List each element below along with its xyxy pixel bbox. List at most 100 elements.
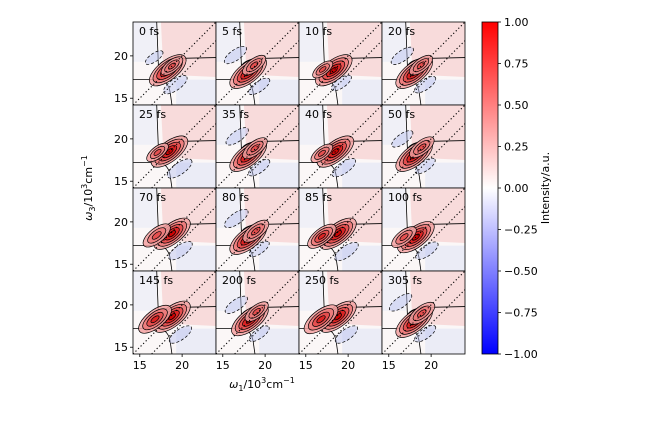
- negative-contour: [331, 158, 357, 178]
- panel: 305 fs: [381, 270, 466, 355]
- peak-contour: [252, 308, 261, 316]
- colorbar-label: Intensity/a.u.: [539, 152, 552, 224]
- diagonal-line: [133, 22, 216, 105]
- negative-contour: [248, 77, 271, 95]
- diagonal-line: [133, 271, 216, 354]
- negative-contour: [224, 295, 248, 314]
- x-tick-label: 20: [424, 359, 438, 372]
- peak-contour: [333, 230, 342, 238]
- diagonal-line: [382, 271, 465, 354]
- negative-wash: [259, 328, 299, 354]
- diagonal-line: [317, 289, 382, 354]
- negative-contour: [168, 325, 193, 344]
- peak-contour: [316, 315, 326, 324]
- negative-wash: [342, 245, 382, 271]
- negative-wash: [342, 162, 382, 188]
- negative-wash: [382, 188, 406, 228]
- panel: 25 fs: [132, 104, 217, 189]
- panel-time-label: 10 fs: [305, 25, 332, 38]
- diagonal-line: [299, 188, 382, 271]
- negative-wash: [259, 162, 299, 188]
- panel-time-label: 85 fs: [305, 191, 332, 204]
- peak-contour: [399, 233, 409, 241]
- negative-contour: [415, 241, 439, 260]
- negative-wash: [259, 79, 299, 105]
- negative-wash: [216, 22, 240, 62]
- x-tick-label: 20: [175, 359, 189, 372]
- negative-contour: [389, 293, 413, 312]
- panel-grid: 0 fs 5 fs 10 fs 20 fs 25 fs 35 fs 40 fs 50 fs 70…: [132, 21, 466, 355]
- negative-wash: [299, 188, 323, 228]
- panel: 85 fs: [298, 187, 383, 272]
- axes-ticks: 15 20 15 20 15 20 15 20 15 20 15 20 15 20 15 20: [114, 50, 438, 372]
- panel: 200 fs: [215, 270, 300, 355]
- diagonal-line: [216, 22, 299, 105]
- negative-wash: [299, 271, 323, 311]
- diagonal-line: [382, 22, 465, 105]
- negative-contour: [248, 159, 271, 177]
- panel: 70 fs: [132, 187, 217, 272]
- negative-contour: [144, 50, 164, 65]
- panel: 20 fs: [381, 21, 466, 106]
- x-tick-label: 15: [382, 359, 396, 372]
- negative-wash: [299, 22, 323, 62]
- panel-time-label: 305 fs: [388, 274, 422, 287]
- panel: 100 fs: [381, 187, 466, 272]
- panel: 80 fs: [215, 187, 300, 272]
- diagonal-line: [400, 123, 465, 188]
- peak-contour: [167, 230, 176, 238]
- negative-contour: [414, 76, 437, 94]
- negative-wash: [216, 105, 240, 145]
- panel-time-label: 80 fs: [222, 191, 249, 204]
- negative-wash: [425, 162, 465, 188]
- negative-contour: [414, 325, 437, 343]
- negative-wash: [259, 245, 299, 271]
- y-tick-label: 20: [114, 299, 128, 312]
- negative-wash: [216, 271, 240, 311]
- negative-wash: [133, 271, 157, 311]
- negative-wash: [176, 328, 216, 354]
- negative-contour: [168, 241, 193, 261]
- colorbar-tick-label: −1.00: [504, 348, 538, 361]
- diagonal-line: [133, 105, 216, 188]
- y-tick-label: 20: [114, 216, 128, 229]
- panel-time-label: 100 fs: [388, 191, 422, 204]
- y-tick-label: 20: [114, 133, 128, 146]
- peak-contour: [251, 227, 261, 236]
- x-tick-label: 20: [341, 359, 355, 372]
- colorbar: [481, 21, 499, 355]
- y-tick-label: 15: [114, 258, 128, 271]
- negative-wash: [382, 22, 406, 62]
- colorbar-tick-label: −0.50: [504, 265, 538, 278]
- peak-contour: [319, 66, 327, 73]
- colorbar-tick-label: −0.25: [504, 224, 538, 237]
- panel-time-label: 35 fs: [222, 108, 249, 121]
- panel-time-label: 200 fs: [222, 274, 256, 287]
- y-axis-label: ω3/103cm−1: [80, 155, 97, 221]
- negative-contour: [224, 208, 249, 229]
- y-tick-label: 20: [114, 50, 128, 63]
- negative-wash: [342, 328, 382, 354]
- negative-wash: [382, 105, 406, 145]
- peak-contour: [153, 148, 162, 156]
- diagonal-line: [151, 40, 216, 105]
- negative-wash: [425, 79, 465, 105]
- panel: 0 fs: [132, 21, 217, 106]
- diagonal-line: [216, 188, 299, 271]
- panel-time-label: 40 fs: [305, 108, 332, 121]
- diagonal-line: [299, 22, 382, 105]
- panel-time-label: 25 fs: [139, 108, 166, 121]
- panel: 50 fs: [381, 104, 466, 189]
- panel-time-label: 5 fs: [222, 25, 242, 38]
- diagonal-line: [234, 40, 299, 105]
- negative-wash: [176, 245, 216, 271]
- panel: 250 fs: [298, 270, 383, 355]
- panel-time-label: 145 fs: [139, 274, 173, 287]
- diagonal-line: [400, 289, 465, 354]
- panel-time-label: 20 fs: [388, 25, 415, 38]
- x-axis-label: ω1/103cm−1: [229, 376, 295, 393]
- diagonal-line: [151, 123, 216, 188]
- panel-time-label: 0 fs: [139, 25, 159, 38]
- diagonal-line: [382, 105, 465, 188]
